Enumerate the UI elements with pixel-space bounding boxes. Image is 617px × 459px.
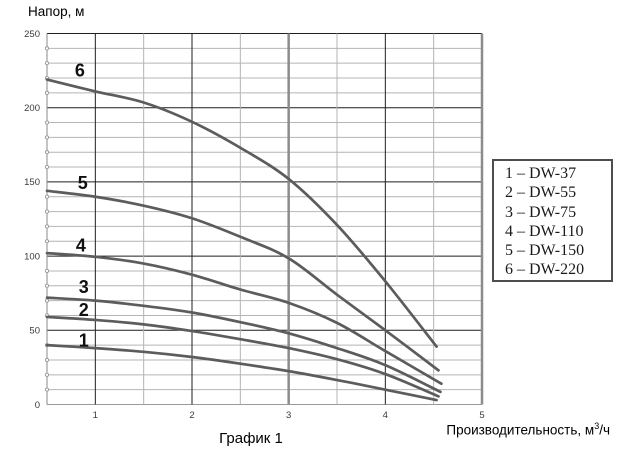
y-tick-label: 250 xyxy=(24,29,40,40)
y-axis-tick-circle xyxy=(44,298,50,303)
x-axis-title-text: Производительность, м xyxy=(446,422,595,438)
curve-dw-110 xyxy=(45,251,443,386)
y-tick-label: 0 xyxy=(35,400,40,411)
y-axis-title: Напор, м xyxy=(28,4,85,19)
curve-dw-220 xyxy=(45,78,438,348)
x-axis-title-unit: /ч xyxy=(599,422,610,438)
legend-item-dw-55: 2 – DW-55 xyxy=(505,184,577,202)
y-axis-tick-circle xyxy=(44,372,50,377)
legend-item-dw-75: 3 – DW-75 xyxy=(505,203,577,221)
y-axis-tick-circle xyxy=(44,387,50,392)
y-tick-label: 150 xyxy=(24,177,40,188)
y-axis-tick-circle xyxy=(44,90,50,95)
curve-number-label-6: 6 xyxy=(75,60,85,80)
y-axis-tick-circle xyxy=(44,239,50,244)
curve-number-label-1: 1 xyxy=(79,330,89,350)
chart-caption: График 1 xyxy=(219,430,283,447)
legend-item-dw-220: 6 – DW-220 xyxy=(505,261,585,279)
y-axis-tick-circle xyxy=(44,283,50,288)
y-axis-tick-circle xyxy=(44,165,50,170)
curve-dw-150 xyxy=(45,189,440,372)
curve-dw-37 xyxy=(45,343,438,402)
y-axis-tick-circle xyxy=(44,46,50,51)
x-axis-title-superscript: 3 xyxy=(594,421,600,431)
y-axis-tick-circle xyxy=(44,209,50,214)
x-tick-label: 3 xyxy=(286,410,291,421)
y-axis-tick-circle xyxy=(44,150,50,155)
legend-item-dw-37: 1 – DW-37 xyxy=(505,165,577,182)
x-tick-label: 1 xyxy=(93,410,98,421)
x-tick-label: 5 xyxy=(479,410,484,421)
y-tick-label: 50 xyxy=(29,326,40,337)
y-axis-tick-circle xyxy=(44,194,50,199)
x-tick-label: 2 xyxy=(189,410,194,421)
y-axis-tick-circle xyxy=(44,357,50,363)
curve-number-label-2: 2 xyxy=(79,300,89,320)
x-tick-label: 4 xyxy=(383,410,388,421)
curve-number-label-3: 3 xyxy=(79,277,89,297)
y-axis-tick-circle xyxy=(44,268,50,273)
x-axis-title: Производительность, м3/ч xyxy=(446,421,610,438)
legend-item-dw-150: 5 – DW-150 xyxy=(505,242,585,260)
curve-dw-75 xyxy=(45,296,442,394)
curve-dw-55 xyxy=(45,315,440,398)
y-tick-label: 100 xyxy=(24,251,40,262)
legend-item-dw-110: 4 – DW-110 xyxy=(505,222,584,240)
legend-box: 1 – DW-37 2 – DW-55 3 – DW-75 4 – DW-110… xyxy=(492,159,613,282)
y-axis-tick-circle xyxy=(44,135,50,140)
y-tick-label: 200 xyxy=(24,103,40,114)
y-axis-tick-circle xyxy=(44,120,50,125)
curve-number-label-5: 5 xyxy=(78,173,88,193)
curve-number-label-4: 4 xyxy=(76,235,86,255)
y-axis-tick-circle xyxy=(44,224,50,229)
y-axis-tick-circle xyxy=(44,61,50,66)
